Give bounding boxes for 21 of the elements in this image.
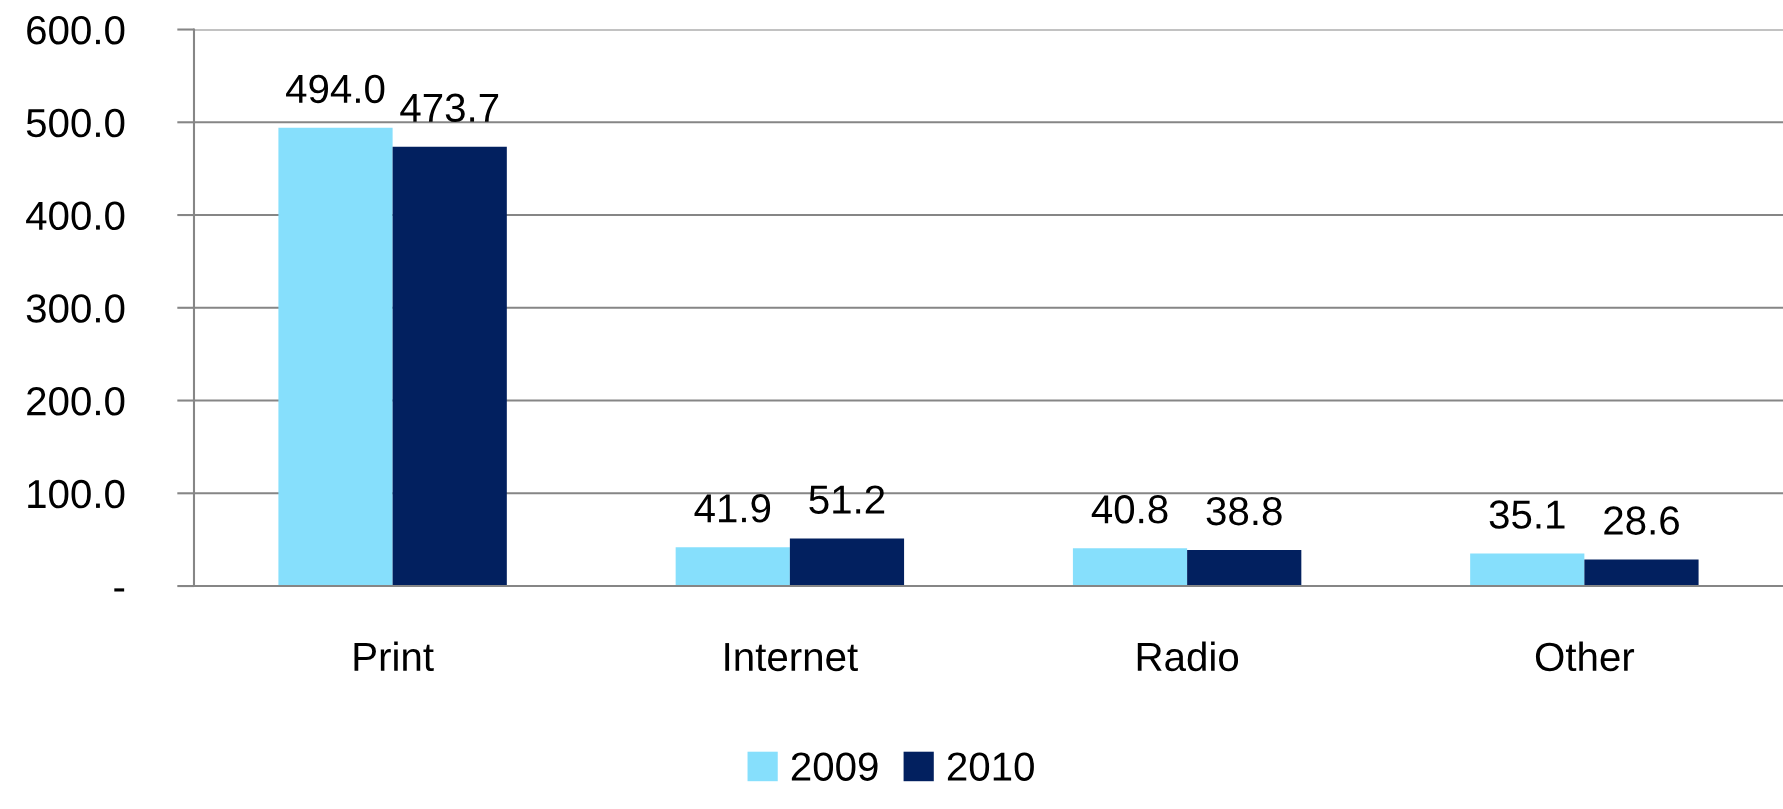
- y-tick-label: 500.0: [26, 108, 125, 138]
- data-label: 41.9: [694, 494, 771, 523]
- x-tick-label: Radio: [1137, 641, 1239, 672]
- x-tick-label: Internet: [725, 643, 858, 672]
- y-tick-label: 100.0: [28, 479, 125, 509]
- y-tick-label: 300.0: [26, 294, 125, 323]
- y-tick-label: 400.0: [26, 201, 125, 231]
- y-tick-label: -: [114, 588, 125, 592]
- y-tick-label: 200.0: [27, 387, 125, 416]
- legend-label: 2010: [947, 752, 1034, 781]
- data-label: 51.2: [809, 485, 885, 514]
- y-tick-label: 600.0: [27, 16, 125, 45]
- data-label: 28.6: [1604, 506, 1679, 535]
- data-label: 40.8: [1091, 495, 1168, 524]
- x-tick-label: Other: [1535, 641, 1635, 672]
- data-label: 35.1: [1489, 500, 1565, 529]
- data-label: 38.8: [1206, 496, 1282, 526]
- data-label: 494.0: [286, 74, 385, 104]
- x-tick-label: Print: [354, 641, 434, 672]
- legend-label: 2009: [791, 752, 878, 781]
- data-label: 473.7: [400, 93, 499, 123]
